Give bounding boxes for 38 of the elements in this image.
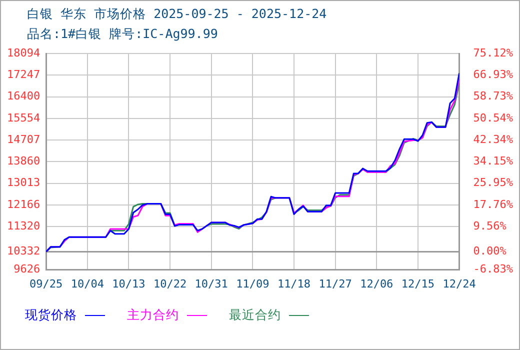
legend-label: 主力合约 [127,307,179,324]
y-tick-label: 16400 [6,90,40,103]
y-tick-label: 18094 [6,46,40,60]
y-tick-label: 9626 [14,262,40,276]
y2-tick-label: 9.56% [473,219,507,232]
y-tick-label: 15554 [6,111,40,124]
y2-tick-label: 66.93% [473,68,514,82]
y2-tick-label: 42.34% [473,132,514,146]
y2-tick-label: 0.00% [473,244,507,258]
y2-tick-label: 50.54% [473,111,514,124]
chart-subtitle: 品名:1#白银 牌号:IC-Ag99.99 [27,26,218,43]
legend-label: 最近合约 [229,307,281,324]
x-tick-label: 12/24 [442,277,476,290]
x-tick-label: 11/18 [277,277,311,290]
x-tick-label: 10/31 [194,277,228,290]
x-tick-label: 12/15 [401,277,435,290]
y-tick-label: 13013 [6,176,40,190]
y-tick-label: 10332 [6,244,40,258]
x-tick-label: 11/09 [236,277,270,290]
x-tick-label: 10/13 [112,277,146,290]
x-tick-label: 09/25 [30,277,63,290]
y-tick-label: 17247 [6,68,40,82]
y2-tick-label: 17.76% [473,198,514,211]
x-tick-label: 10/22 [153,277,187,290]
legend-label: 现货价格 [25,307,77,324]
y2-tick-label: -6.83% [473,262,514,276]
y-tick-label: 13860 [6,154,40,168]
y2-tick-label: 75.12% [473,46,514,60]
y-tick-label: 14707 [6,132,40,146]
y-tick-label: 12166 [6,198,40,211]
x-tick-label: 12/06 [360,277,394,290]
chart-title: 白银 华东 市场价格 2025-09-25 - 2025-12-24 [27,6,327,23]
y2-tick-label: 58.73% [473,90,514,103]
x-tick-label: 10/04 [70,277,104,290]
y2-tick-label: 34.15% [473,154,514,168]
x-tick-label: 11/27 [318,277,352,290]
y2-tick-label: 25.95% [473,176,514,190]
y-tick-label: 11320 [6,219,40,232]
